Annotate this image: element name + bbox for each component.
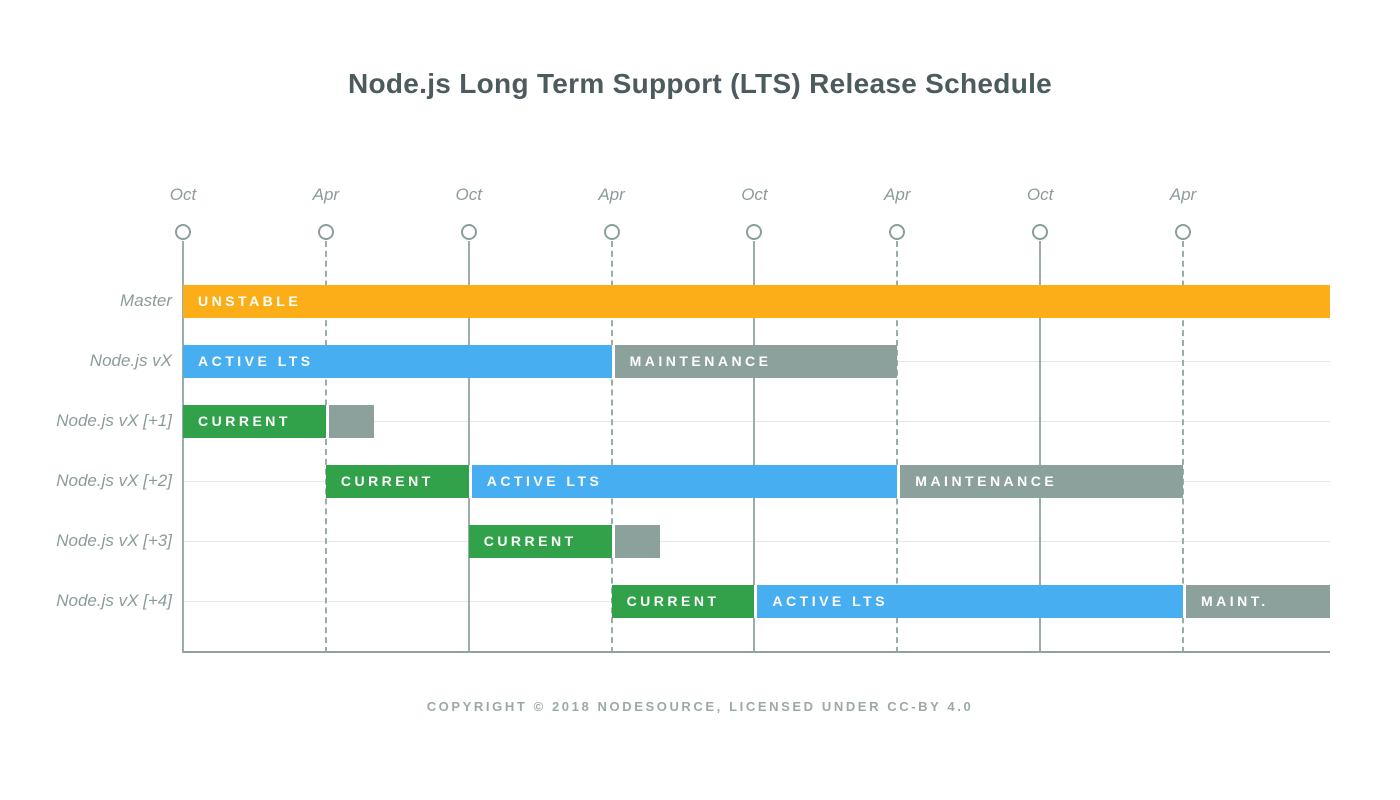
tick-circle-icon <box>1032 224 1049 240</box>
month-label: Oct <box>741 185 768 204</box>
x-axis-line <box>183 651 1331 653</box>
bar-segment-maintenance <box>611 524 661 558</box>
row-label: Node.js vX [+1] <box>56 411 172 430</box>
bar-segment-current: CURRENT <box>468 524 612 558</box>
tick-circle-icon <box>460 224 477 240</box>
row-gridline <box>183 541 1331 542</box>
month-label: Oct <box>455 185 482 204</box>
bar-segment-maintenance <box>325 404 375 438</box>
month-label: Oct <box>1026 185 1054 204</box>
gridline-solid <box>753 241 756 653</box>
gridline-dashed <box>896 241 899 653</box>
bar-segment-maintenance: MAINTENANCE <box>897 464 1183 498</box>
tick-circle-icon <box>746 224 763 240</box>
bar-segment-active_lts: ACTIVE LTS <box>754 584 1183 618</box>
tick-circle-icon <box>889 224 906 240</box>
row-label: Master <box>120 291 172 310</box>
copyright-footer: COPYRIGHT © 2018 NODESOURCE, LICENSED UN… <box>426 699 974 714</box>
row-label: Node.js vX <box>89 351 172 370</box>
gridline-dashed <box>610 241 613 653</box>
bar-segment-active_lts: ACTIVE LTS <box>183 344 612 378</box>
bar-segment-current: CURRENT <box>183 404 326 438</box>
gridline-dashed <box>324 241 327 653</box>
month-label: Apr <box>1169 185 1197 204</box>
tick-circle-icon <box>1174 224 1191 240</box>
month-label: Apr <box>312 185 340 204</box>
row-label: Node.js vX [+4] <box>56 591 172 610</box>
chart-title: Node.js Long Term Support (LTS) Release … <box>347 68 1053 99</box>
bar-segment-active_lts: ACTIVE LTS <box>468 464 898 498</box>
gridline-solid <box>467 241 470 653</box>
bar-segment-current: CURRENT <box>325 464 469 498</box>
bar-segment-current: CURRENT <box>611 584 755 618</box>
row-gridline <box>183 421 1331 422</box>
month-label: Apr <box>598 185 625 204</box>
gridline-dashed <box>1181 241 1184 653</box>
row-label: Node.js vX [+3] <box>56 531 172 550</box>
bar-segment-maintenance: MAINTENANCE <box>611 344 898 378</box>
gridline-solid <box>1039 241 1042 653</box>
tick-circle-icon <box>175 224 191 240</box>
bar-segment-maintenance: MAINT. <box>1182 584 1331 618</box>
month-label: Oct <box>169 185 197 204</box>
gridline-solid <box>182 241 184 653</box>
row-label: Node.js vX [+2] <box>56 471 172 490</box>
bar-segment-unstable: UNSTABLE <box>183 284 1331 318</box>
tick-circle-icon <box>317 224 334 240</box>
month-label: Apr <box>884 185 911 204</box>
tick-circle-icon <box>603 224 620 240</box>
